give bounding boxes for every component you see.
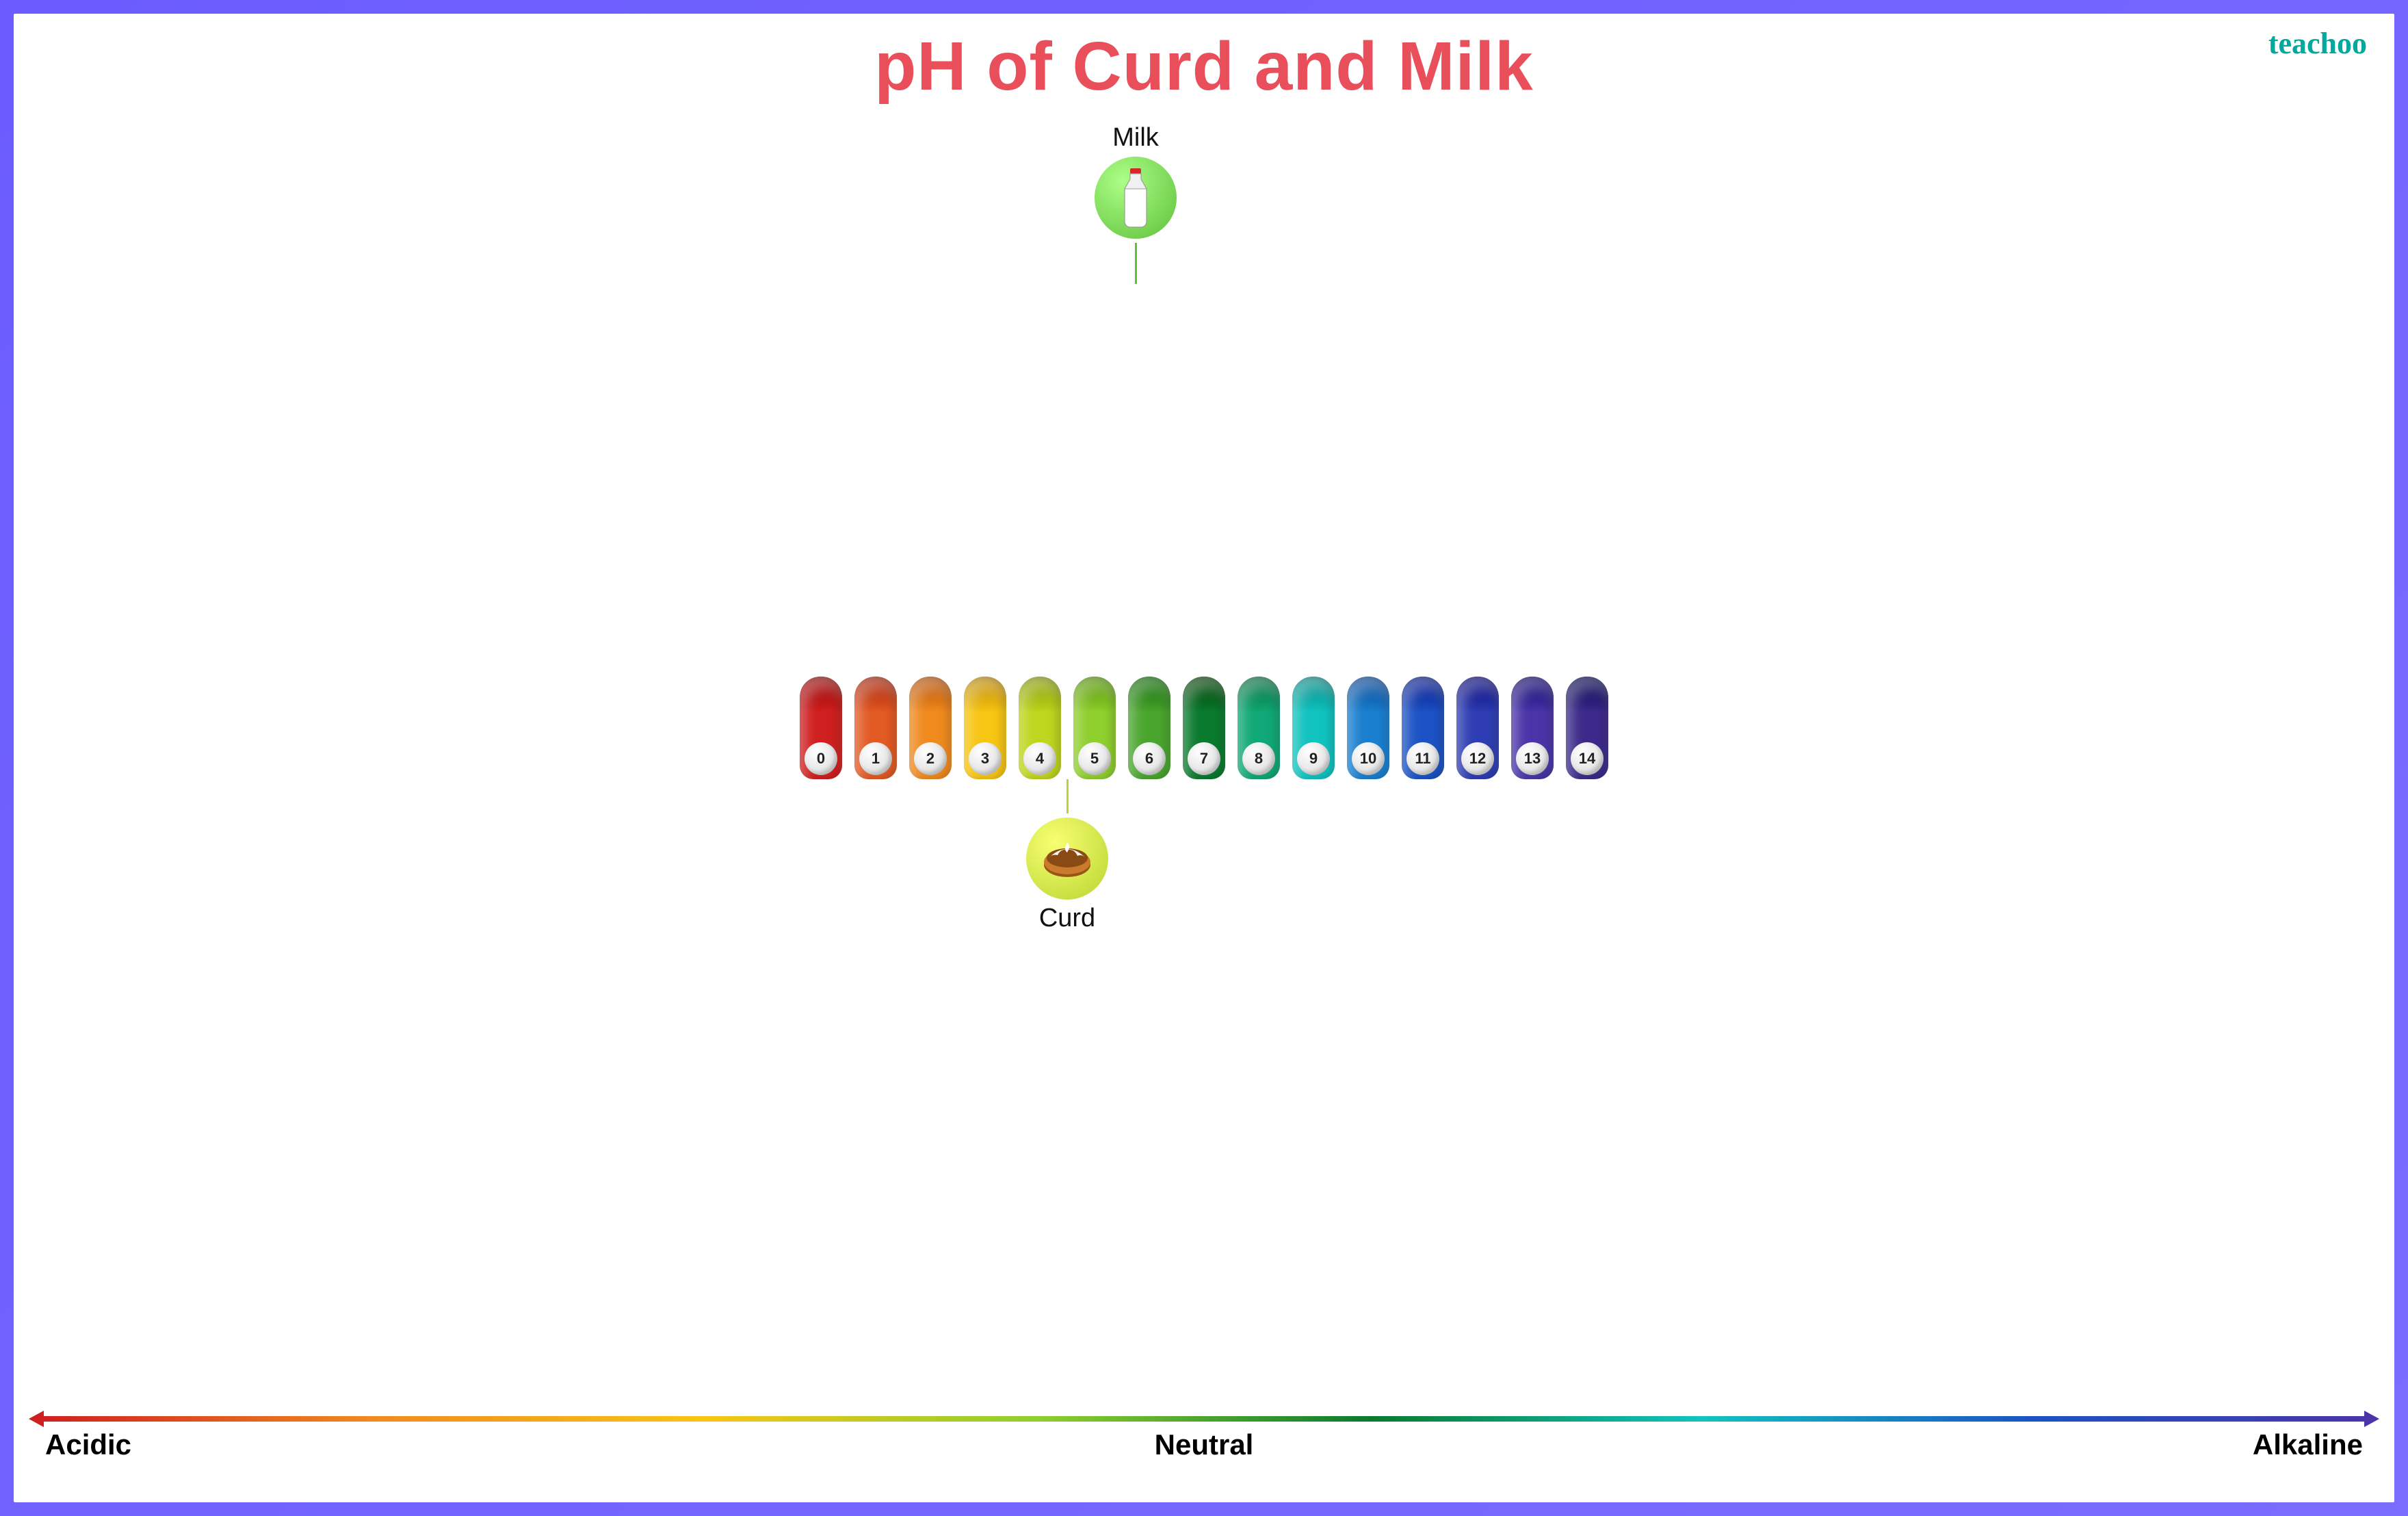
canvas: teachoo pH of Curd and Milk Milk 0123456… [14,14,2394,1502]
marker-milk-label: Milk [1095,123,1177,153]
marker-milk-stem [1135,243,1137,284]
ph-pill-0: 0 [800,677,842,779]
ph-value-4: 4 [1023,742,1056,775]
ph-pill-11: 11 [1402,677,1444,779]
ph-value-14: 14 [1571,742,1604,775]
ph-pill-4: 4 [1019,677,1061,779]
ph-pill-1: 1 [854,677,897,779]
ph-scale: 01234567891011121314 [14,677,2394,779]
marker-curd: Curd [1026,779,1108,933]
marker-milk: Milk [1095,123,1177,284]
ph-value-10: 10 [1352,742,1385,775]
arrow-left-icon [29,1411,44,1427]
axis-gradient-line [41,1416,2367,1422]
ph-value-3: 3 [969,742,1002,775]
ph-value-1: 1 [859,742,892,775]
ph-pill-12: 12 [1456,677,1499,779]
milk-bottle-icon [1118,167,1153,228]
ph-pill-8: 8 [1238,677,1280,779]
ph-pill-7: 7 [1183,677,1225,779]
axis: Acidic Neutral Alkaline [41,1416,2367,1461]
marker-curd-label: Curd [1026,904,1108,933]
axis-label-acidic: Acidic [45,1428,131,1461]
axis-labels: Acidic Neutral Alkaline [41,1428,2367,1461]
ph-pill-13: 13 [1511,677,1554,779]
ph-pill-9: 9 [1292,677,1335,779]
brand-logo: teachoo [2268,26,2367,61]
ph-value-6: 6 [1133,742,1166,775]
ph-pill-3: 3 [964,677,1006,779]
outer-frame: teachoo pH of Curd and Milk Milk 0123456… [0,0,2408,1516]
ph-value-12: 12 [1461,742,1494,775]
ph-value-0: 0 [804,742,837,775]
page-title: pH of Curd and Milk [14,27,2394,106]
axis-label-neutral: Neutral [1155,1428,1254,1461]
curd-bowl-icon [1036,835,1098,883]
ph-pill-14: 14 [1566,677,1608,779]
marker-curd-bubble [1026,818,1108,900]
ph-pill-5: 5 [1073,677,1116,779]
ph-value-2: 2 [914,742,947,775]
ph-value-13: 13 [1516,742,1549,775]
ph-value-11: 11 [1406,742,1439,775]
marker-milk-bubble [1095,157,1177,239]
ph-pill-2: 2 [909,677,952,779]
ph-value-8: 8 [1242,742,1275,775]
marker-curd-stem [1066,779,1069,813]
ph-pill-6: 6 [1128,677,1170,779]
ph-value-9: 9 [1297,742,1330,775]
ph-value-7: 7 [1188,742,1220,775]
ph-pill-10: 10 [1347,677,1389,779]
axis-label-alkaline: Alkaline [2253,1428,2363,1461]
arrow-right-icon [2364,1411,2379,1427]
ph-value-5: 5 [1078,742,1111,775]
